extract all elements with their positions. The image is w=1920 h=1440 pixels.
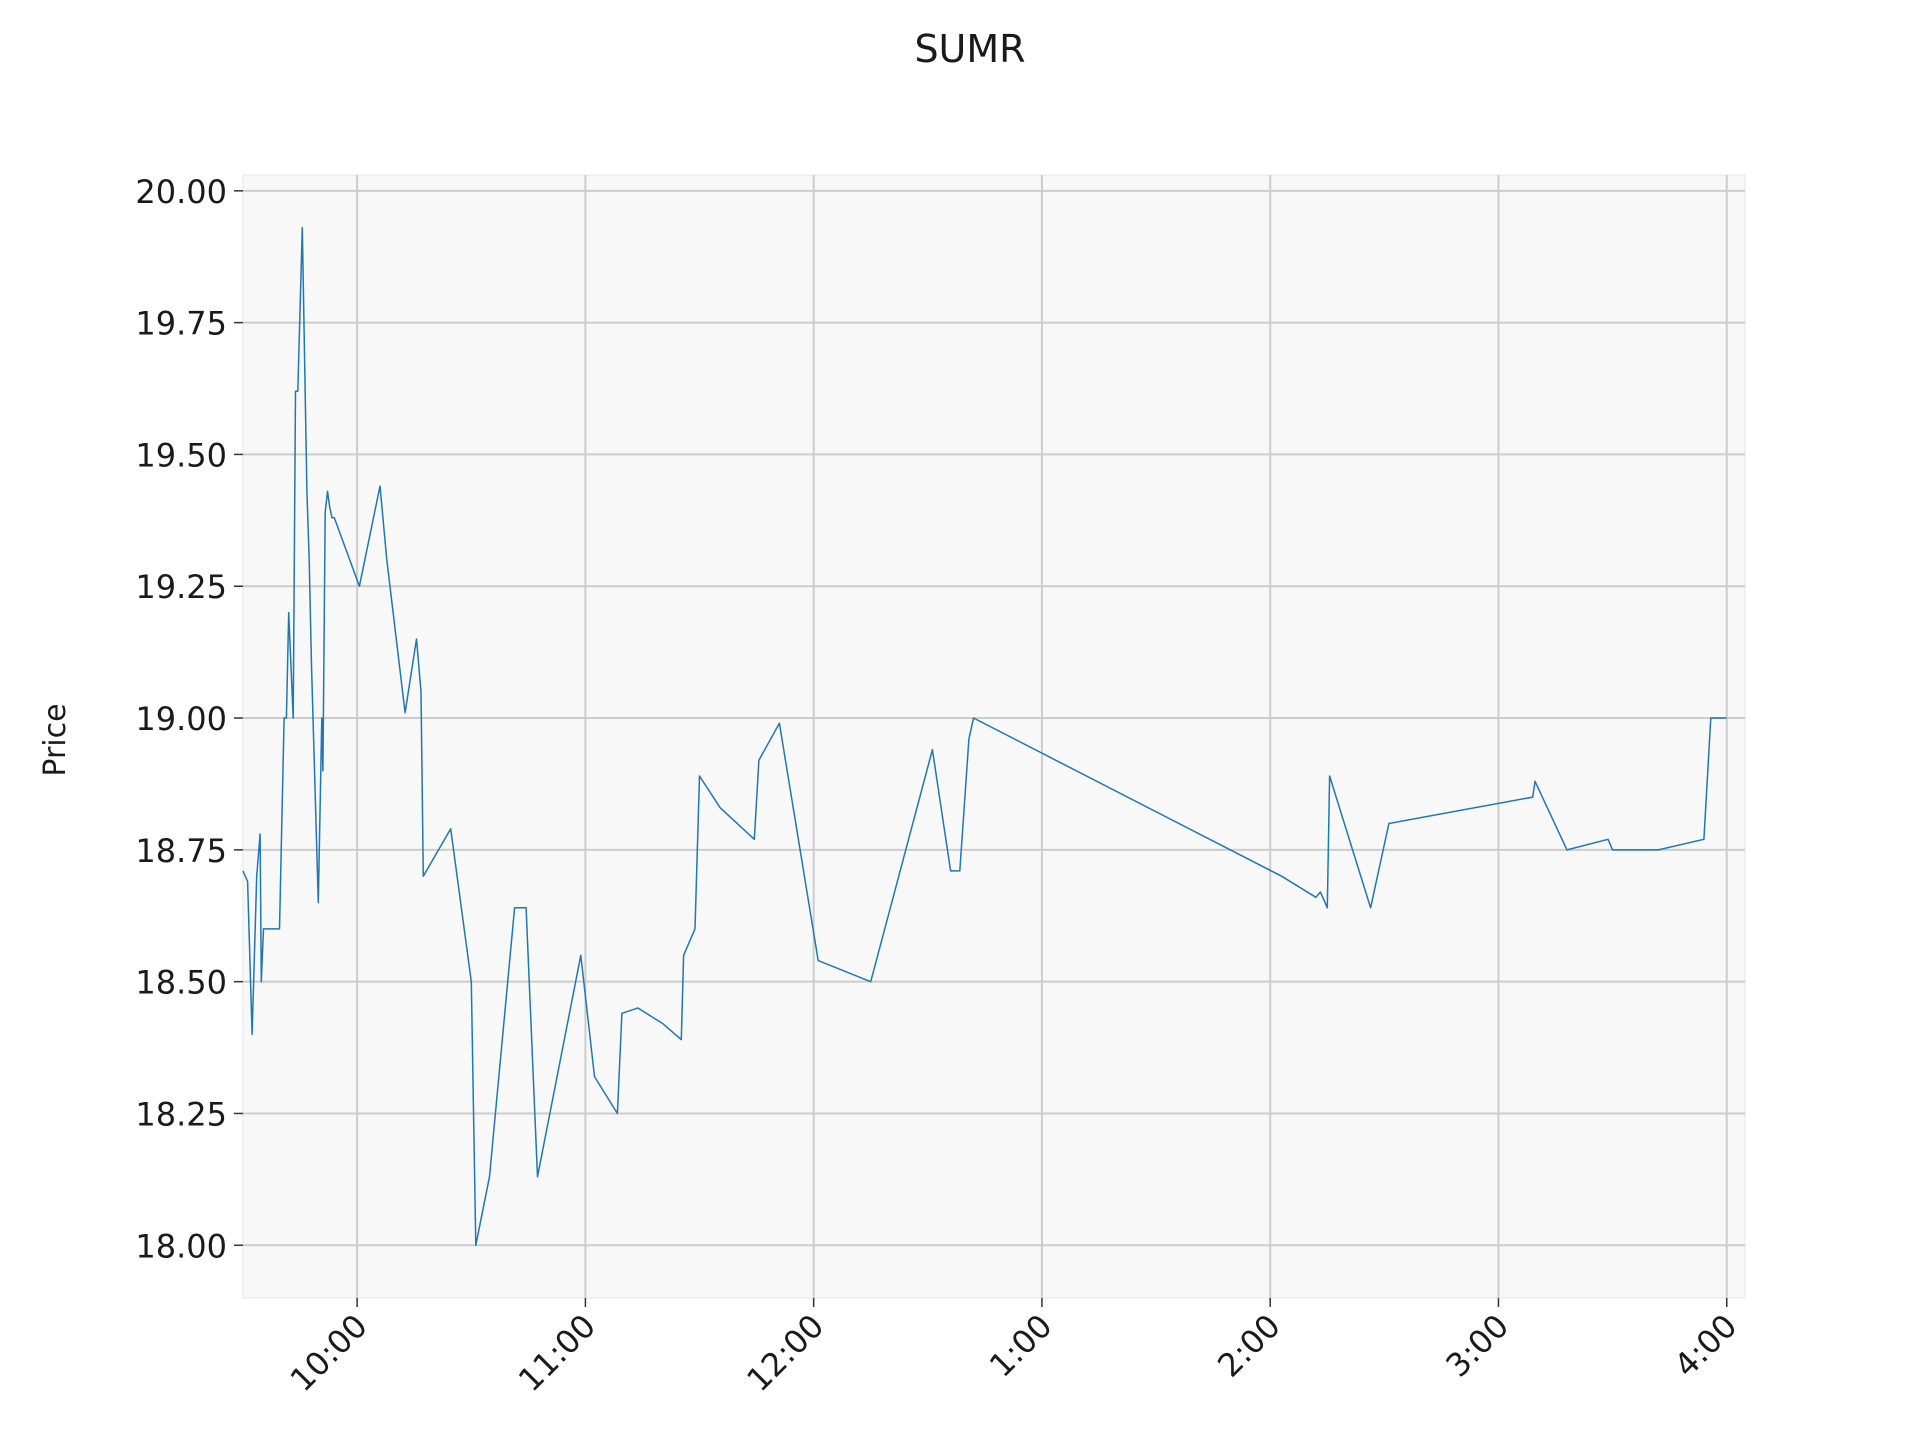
plot-area xyxy=(242,174,1746,1299)
y-tick-label: 18.50 xyxy=(135,964,227,1002)
grid-lines xyxy=(243,175,1745,1298)
y-axis-label: Price xyxy=(38,703,73,776)
chart-title: SUMR xyxy=(914,27,1025,71)
x-tick-label: 4:00 xyxy=(1667,1307,1745,1385)
y-tick-label: 19.75 xyxy=(135,305,227,343)
y-axis-ticks: 18.00 18.25 18.50 18.75 19.00 19.25 19.50 19.75… xyxy=(135,173,243,1265)
y-tick-label: 19.25 xyxy=(135,568,227,606)
x-tick-label: 1:00 xyxy=(982,1307,1060,1385)
x-axis-ticks: 10:00 11:00 12:00 1:00 2:00 3:00 4:00 xyxy=(283,1298,1745,1399)
y-tick-label: 19.00 xyxy=(135,700,227,738)
x-tick-label: 10:00 xyxy=(283,1307,375,1399)
y-tick-label: 18.75 xyxy=(135,832,227,870)
y-tick-label: 20.00 xyxy=(135,173,227,211)
x-tick-label: 2:00 xyxy=(1210,1307,1288,1385)
y-tick-label: 18.00 xyxy=(135,1227,227,1265)
x-tick-label: 11:00 xyxy=(511,1307,603,1399)
y-tick-label: 18.25 xyxy=(135,1095,227,1133)
series-layer xyxy=(242,226,1727,1247)
x-tick-label: 12:00 xyxy=(739,1307,831,1399)
price-series-line xyxy=(242,226,1727,1247)
x-tick-label: 3:00 xyxy=(1438,1307,1516,1385)
y-tick-label: 19.50 xyxy=(135,436,227,474)
